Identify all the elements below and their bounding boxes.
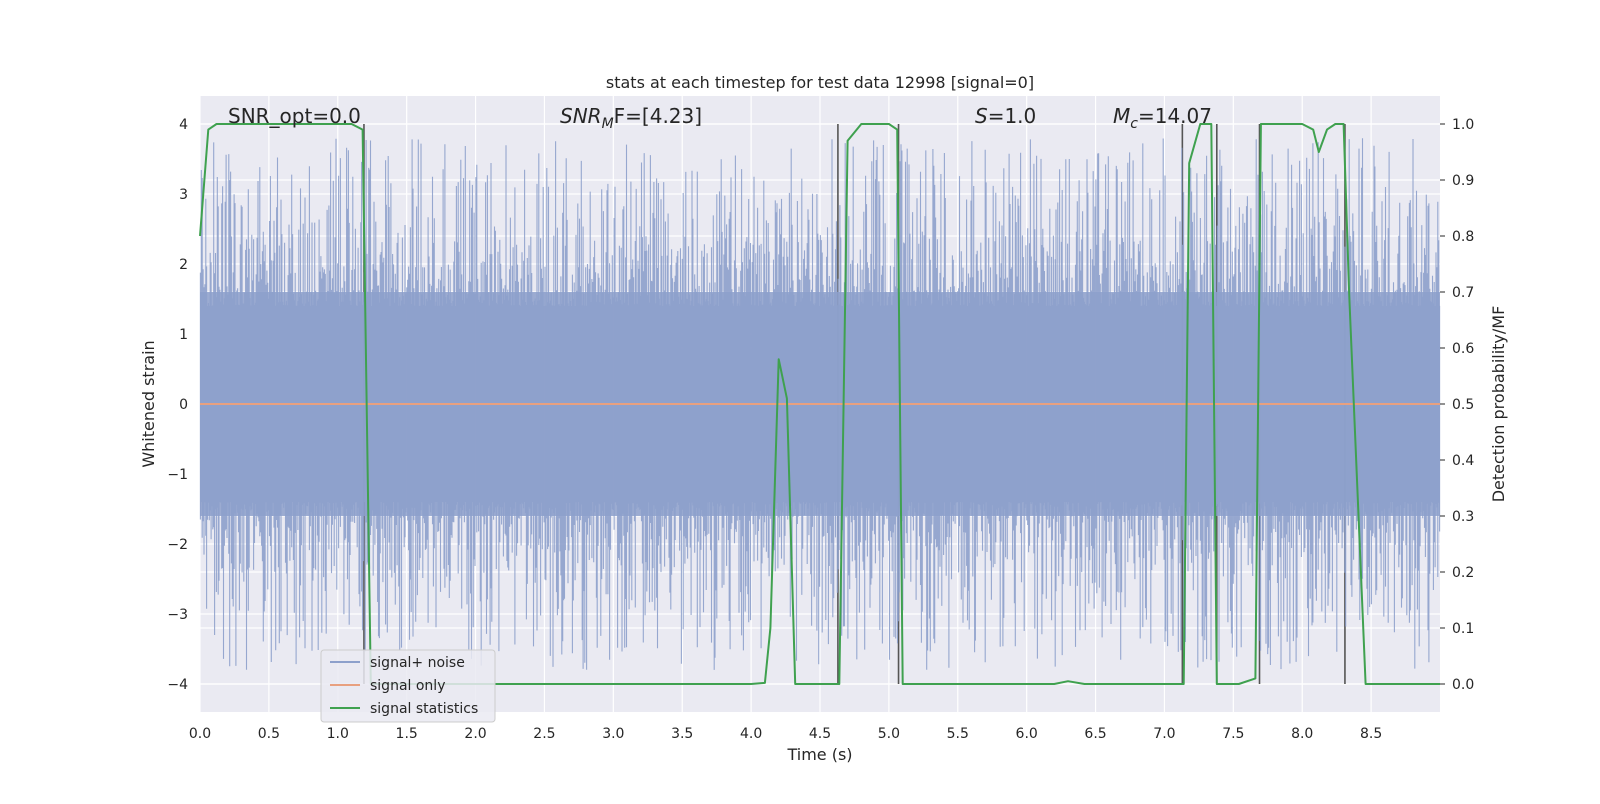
y-right-tick-label: 1.0 xyxy=(1452,117,1474,133)
y-right-tick-label: 0.3 xyxy=(1452,509,1474,525)
y-left-tick-label: 1 xyxy=(179,327,188,343)
y-left-tick-label: 4 xyxy=(179,117,188,133)
y-right-tick-labels: 1.0 0.9 0.8 0.7 0.6 0.5 0.4 0.3 0.2 0.1 0.0 xyxy=(1440,117,1474,693)
x-tick-label: 3.5 xyxy=(671,726,693,742)
legend-label-signal-statistics: signal statistics xyxy=(370,701,478,717)
x-tick-label: 8.5 xyxy=(1360,726,1382,742)
x-axis-label: Time (s) xyxy=(786,745,852,764)
y-left-tick-label: −4 xyxy=(167,677,188,693)
annotation-mc: Mc=14.07 xyxy=(1113,104,1212,132)
annotation-s: S=1.0 xyxy=(975,104,1036,128)
y-right-tick-label: 0.9 xyxy=(1452,173,1474,189)
y-axis-label-right: Detection probability/MF xyxy=(1489,306,1508,503)
y-left-tick-label: 3 xyxy=(179,187,188,203)
x-tick-label: 7.0 xyxy=(1153,726,1175,742)
y-axis-label-left: Whitened strain xyxy=(139,340,158,467)
x-tick-label: 4.5 xyxy=(809,726,831,742)
annotation-mc-sub: c xyxy=(1130,116,1138,132)
x-tick-label: 4.0 xyxy=(740,726,762,742)
legend-box xyxy=(320,649,496,723)
y-right-tick-label: 0.0 xyxy=(1452,677,1474,693)
x-tick-label: 5.0 xyxy=(878,726,900,742)
y-left-tick-label: −3 xyxy=(167,607,188,623)
annotation-snr-mf-sub: M xyxy=(602,116,614,132)
x-tick-label: 1.5 xyxy=(396,726,418,742)
x-tick-label: 0.0 xyxy=(189,726,211,742)
y-left-tick-label: 0 xyxy=(179,397,188,413)
annotation-snr-mf: SNRMF=[4.23] xyxy=(560,104,702,132)
y-left-tick-label: −2 xyxy=(167,537,188,553)
y-right-tick-label: 0.8 xyxy=(1452,229,1474,245)
annotation-s-rest: =1.0 xyxy=(988,104,1037,128)
x-tick-label: 1.0 xyxy=(327,726,349,742)
y-right-tick-label: 0.7 xyxy=(1452,285,1474,301)
y-right-tick-label: 0.2 xyxy=(1452,565,1474,581)
legend-label-signal-noise: signal+ noise xyxy=(370,655,465,671)
annotation-mc-main: M xyxy=(1113,104,1130,128)
annotation-snr-opt: SNR_opt=0.0 xyxy=(228,104,361,128)
legend: signal+ noise signal only signal statist… xyxy=(320,649,496,723)
x-tick-label: 6.5 xyxy=(1084,726,1106,742)
annotation-snr-mf-rest: F=[4.23] xyxy=(614,104,702,128)
x-tick-label: 0.5 xyxy=(258,726,280,742)
y-left-tick-labels: 4 3 2 1 0 −1 −2 −3 −4 xyxy=(167,117,188,693)
y-right-tick-label: 0.6 xyxy=(1452,341,1474,357)
y-right-tick-label: 0.1 xyxy=(1452,621,1474,637)
x-tick-label: 2.5 xyxy=(533,726,555,742)
y-left-tick-label: −1 xyxy=(167,467,188,483)
y-left-tick-label: 2 xyxy=(179,257,188,273)
chart-title: stats at each timestep for test data 129… xyxy=(606,73,1034,92)
x-tick-label: 6.0 xyxy=(1016,726,1038,742)
annotation-s-main: S xyxy=(975,104,988,128)
x-tick-label: 7.5 xyxy=(1222,726,1244,742)
x-tick-labels: 0.0 0.5 1.0 1.5 2.0 2.5 3.0 3.5 4.0 4.5 5.0 5.5 6.0 6… xyxy=(189,726,1382,742)
x-tick-label: 2.0 xyxy=(464,726,486,742)
annotation-snr-mf-main: SNR xyxy=(560,104,602,128)
legend-label-signal-only: signal only xyxy=(370,678,445,694)
x-tick-label: 5.5 xyxy=(947,726,969,742)
y-right-tick-label: 0.5 xyxy=(1452,397,1474,413)
annotation-mc-rest: =14.07 xyxy=(1138,104,1212,128)
x-tick-label: 3.0 xyxy=(602,726,624,742)
x-tick-label: 8.0 xyxy=(1291,726,1313,742)
y-right-tick-label: 0.4 xyxy=(1452,453,1474,469)
